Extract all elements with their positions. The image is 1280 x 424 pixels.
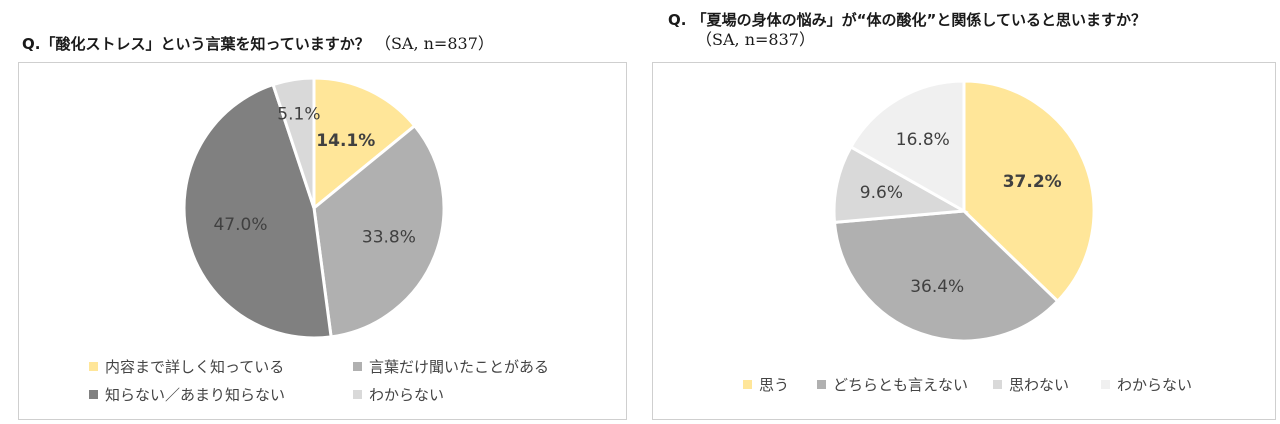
chart1-legend-item-3: わからない [353,384,444,405]
chart2-slice-2 [832,144,969,225]
chart1-legend-label-2: 知らない／あまり知らない [105,386,286,404]
chart1-panel: 14.1% 33.8% 47.0% 5.1% 内容まで詳しく知っている 言葉だけ聞いた… [18,62,627,420]
chart2-data-label-2: 9.6% [860,183,903,203]
chart2-legend-swatch-0 [743,380,752,389]
chart1-title-row: Q.「酸化ストレス」という言葉を知っていますか？ （SA, n=837） [22,34,494,54]
chart2-legend-label-1: どちらとも言えない [833,376,969,394]
chart1-data-label-1: 33.8% [362,228,416,248]
chart1-legend-swatch-2 [89,390,98,399]
chart1-title: Q.「酸化ストレス」という言葉を知っていますか？ [22,35,370,53]
chart1-legend-item-2: 知らない／あまり知らない [89,384,285,405]
chart2-legend-swatch-2 [993,380,1002,389]
chart2-meta: （SA, n=837） [696,30,815,49]
chart2-slice-3 [848,79,966,214]
chart2-legend-item-0: 思う [743,374,789,395]
chart2-legend-swatch-3 [1101,380,1110,389]
chart2-legend-item-3: わからない [1101,374,1192,395]
chart1-slice-0 [312,76,417,212]
chart1-slice-1 [312,123,446,339]
chart1-legend-item-0: 内容まで詳しく知っている [89,356,284,377]
chart1-legend-swatch-1 [353,362,362,371]
chart2-panel: 37.2% 36.4% 9.6% 16.8% 思う どちらとも言えない 思わない わか… [652,62,1276,420]
chart1-legend-label-0: 内容まで詳しく知っている [105,358,285,376]
chart1-data-label-0: 14.1% [316,131,375,151]
chart1-legend-swatch-0 [89,362,98,371]
chart2-title-row: Q. 「夏場の身体の悩み」が“体の酸化”と関係していると思いますか？ （SA, … [668,10,1146,50]
chart1-legend-swatch-3 [353,390,362,399]
chart2-legend-label-3: わからない [1117,376,1193,394]
chart1-meta: （SA, n=837） [374,34,494,53]
chart2-slice-0 [962,79,1096,304]
chart2-legend-label-2: 思わない [1009,376,1070,394]
chart2-legend-item-2: 思わない [993,374,1069,395]
chart2-data-label-0: 37.2% [1003,172,1062,192]
chart2-slice-1 [832,209,1060,343]
chart1-data-label-3: 5.1% [277,104,320,124]
chart1-slice-2 [182,82,333,340]
chart2-legend-item-1: どちらとも言えない [817,374,968,395]
chart2-data-label-3: 16.8% [896,130,950,150]
chart2-legend-label-0: 思う [759,376,790,394]
chart2-title: Q. 「夏場の身体の悩み」が“体の酸化”と関係していると思いますか？ [668,11,1146,29]
chart1-legend-label-1: 言葉だけ聞いたことがある [369,358,550,376]
chart1-pie: 14.1% 33.8% 47.0% 5.1% [182,76,446,340]
chart2-data-label-1: 36.4% [910,277,964,297]
chart1-legend-item-1: 言葉だけ聞いたことがある [353,356,549,377]
chart2-pie: 37.2% 36.4% 9.6% 16.8% [832,79,1096,343]
chart1-legend-label-3: わからない [369,386,445,404]
chart1-data-label-2: 47.0% [213,215,267,235]
chart1-slice-3 [271,76,316,209]
chart2-legend-swatch-1 [817,380,826,389]
